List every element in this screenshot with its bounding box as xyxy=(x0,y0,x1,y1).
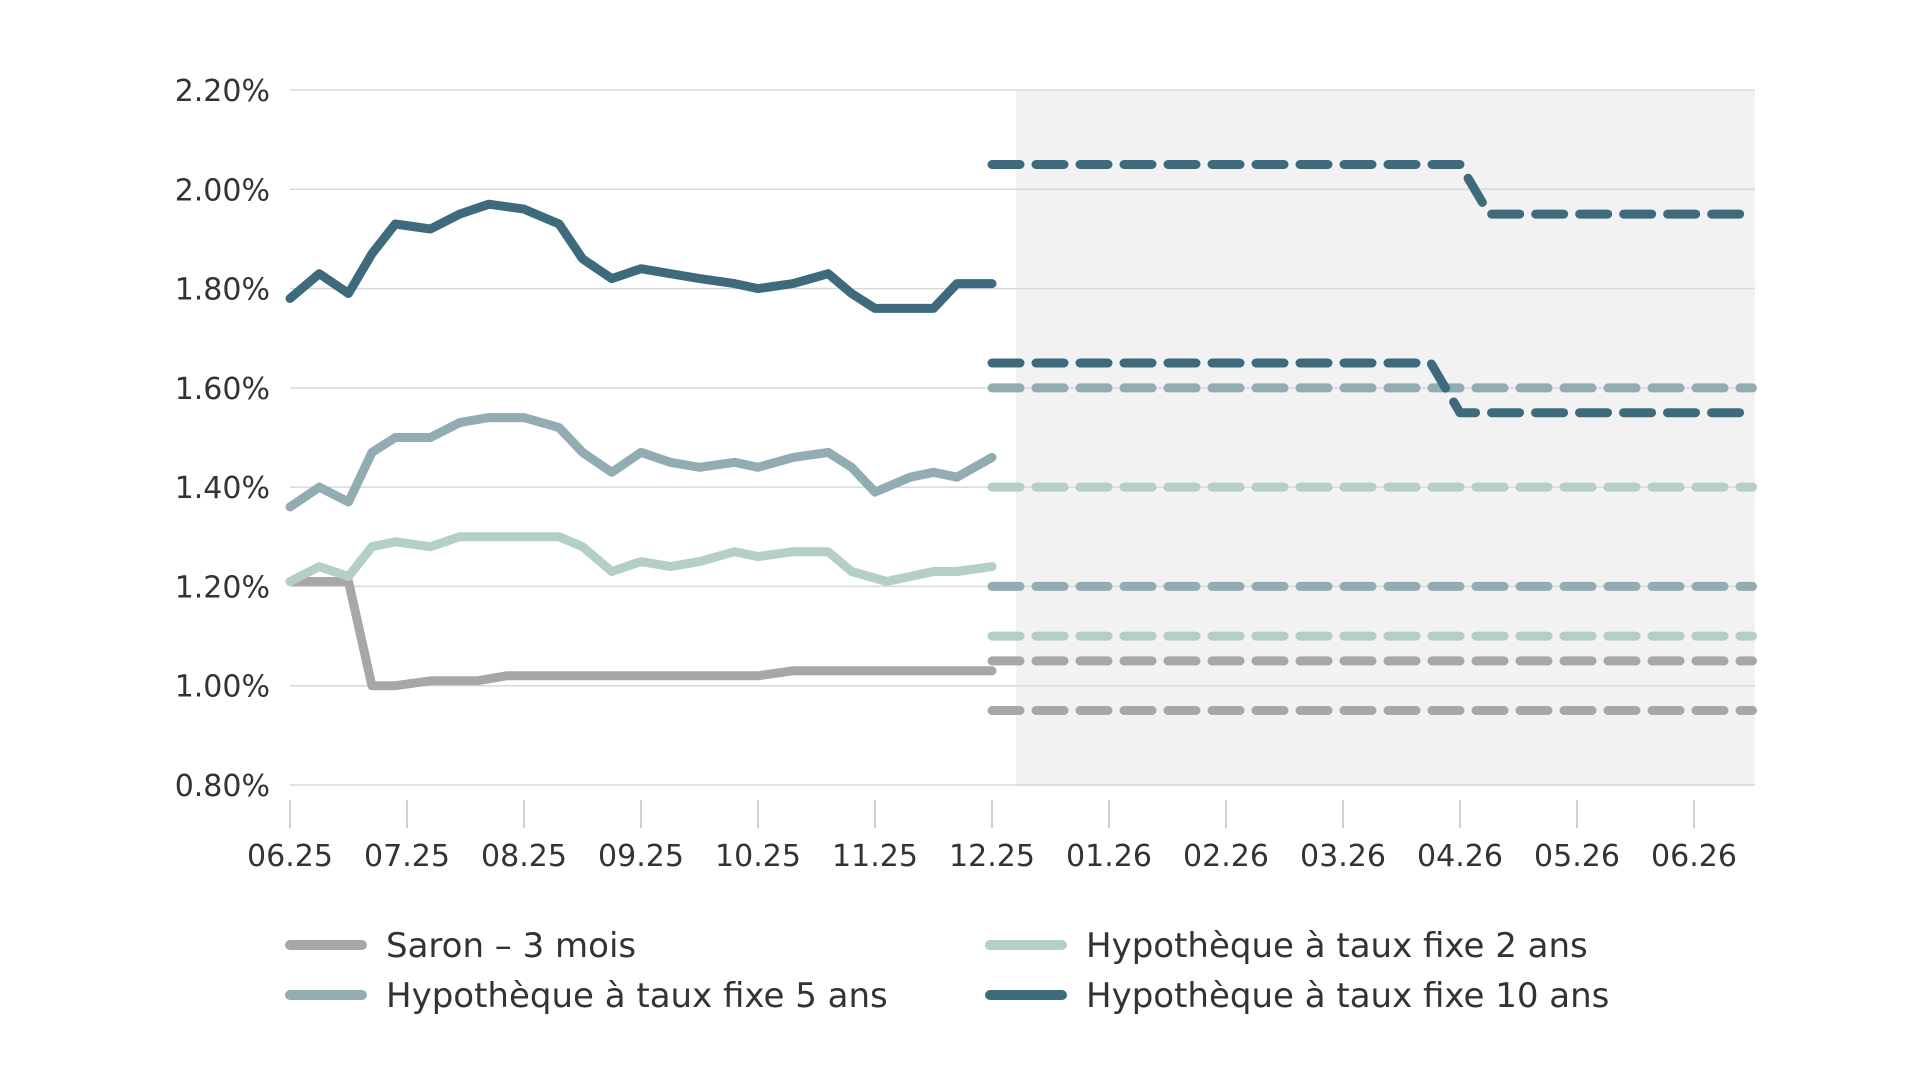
x-tick-label: 06.26 xyxy=(1651,839,1737,874)
series-line-1 xyxy=(285,532,997,586)
x-tick-label: 12.25 xyxy=(949,839,1035,874)
legend-label: Saron – 3 mois xyxy=(386,926,636,966)
x-tick-label: 08.25 xyxy=(481,839,567,874)
legend-label: Hypothèque à taux fixe 2 ans xyxy=(1086,926,1588,966)
forecast-background-layer xyxy=(1016,90,1755,785)
y-tick-label: 2.00% xyxy=(175,173,270,208)
forecast-region xyxy=(1016,90,1755,785)
x-axis: 06.25 07.25 08.25 09.25 10.25 11.25 12.25 01.26… xyxy=(247,800,1737,874)
legend: Saron – 3 mois Hypothèque à taux fixe 2 a… xyxy=(285,926,1609,1016)
x-tick-label: 06.25 xyxy=(247,839,333,874)
series-line-3 xyxy=(285,199,997,313)
legend-label: Hypothèque à taux fixe 10 ans xyxy=(1086,976,1609,1016)
y-tick-label: 1.40% xyxy=(175,471,270,506)
y-tick-label: 1.60% xyxy=(175,372,270,407)
y-tick-label: 0.80% xyxy=(175,769,270,804)
series-line-2 xyxy=(285,413,997,512)
x-tick-label: 05.26 xyxy=(1534,839,1620,874)
legend-label: Hypothèque à taux fixe 5 ans xyxy=(386,976,888,1016)
x-tick-label: 01.26 xyxy=(1066,839,1152,874)
x-tick-label: 09.25 xyxy=(598,839,684,874)
x-tick-label: 07.25 xyxy=(364,839,450,874)
y-tick-label: 1.00% xyxy=(175,670,270,705)
y-axis: 0.80% 1.00% 1.20% 1.40% 1.60% 1.80% 2.00% 2.20% xyxy=(175,74,270,804)
series-line-0 xyxy=(285,577,997,691)
x-tick-label: 03.26 xyxy=(1300,839,1386,874)
forecast-line-3-1 xyxy=(987,358,1757,418)
x-tick-label: 02.26 xyxy=(1183,839,1269,874)
x-tick-label: 04.26 xyxy=(1417,839,1503,874)
forecast-line-3-0 xyxy=(987,160,1757,219)
x-tick-label: 11.25 xyxy=(832,839,918,874)
series-lines xyxy=(285,160,1757,715)
y-tick-label: 1.20% xyxy=(175,570,270,605)
x-tick-label: 10.25 xyxy=(715,839,801,874)
y-tick-label: 2.20% xyxy=(175,74,270,109)
y-tick-label: 1.80% xyxy=(175,273,270,308)
